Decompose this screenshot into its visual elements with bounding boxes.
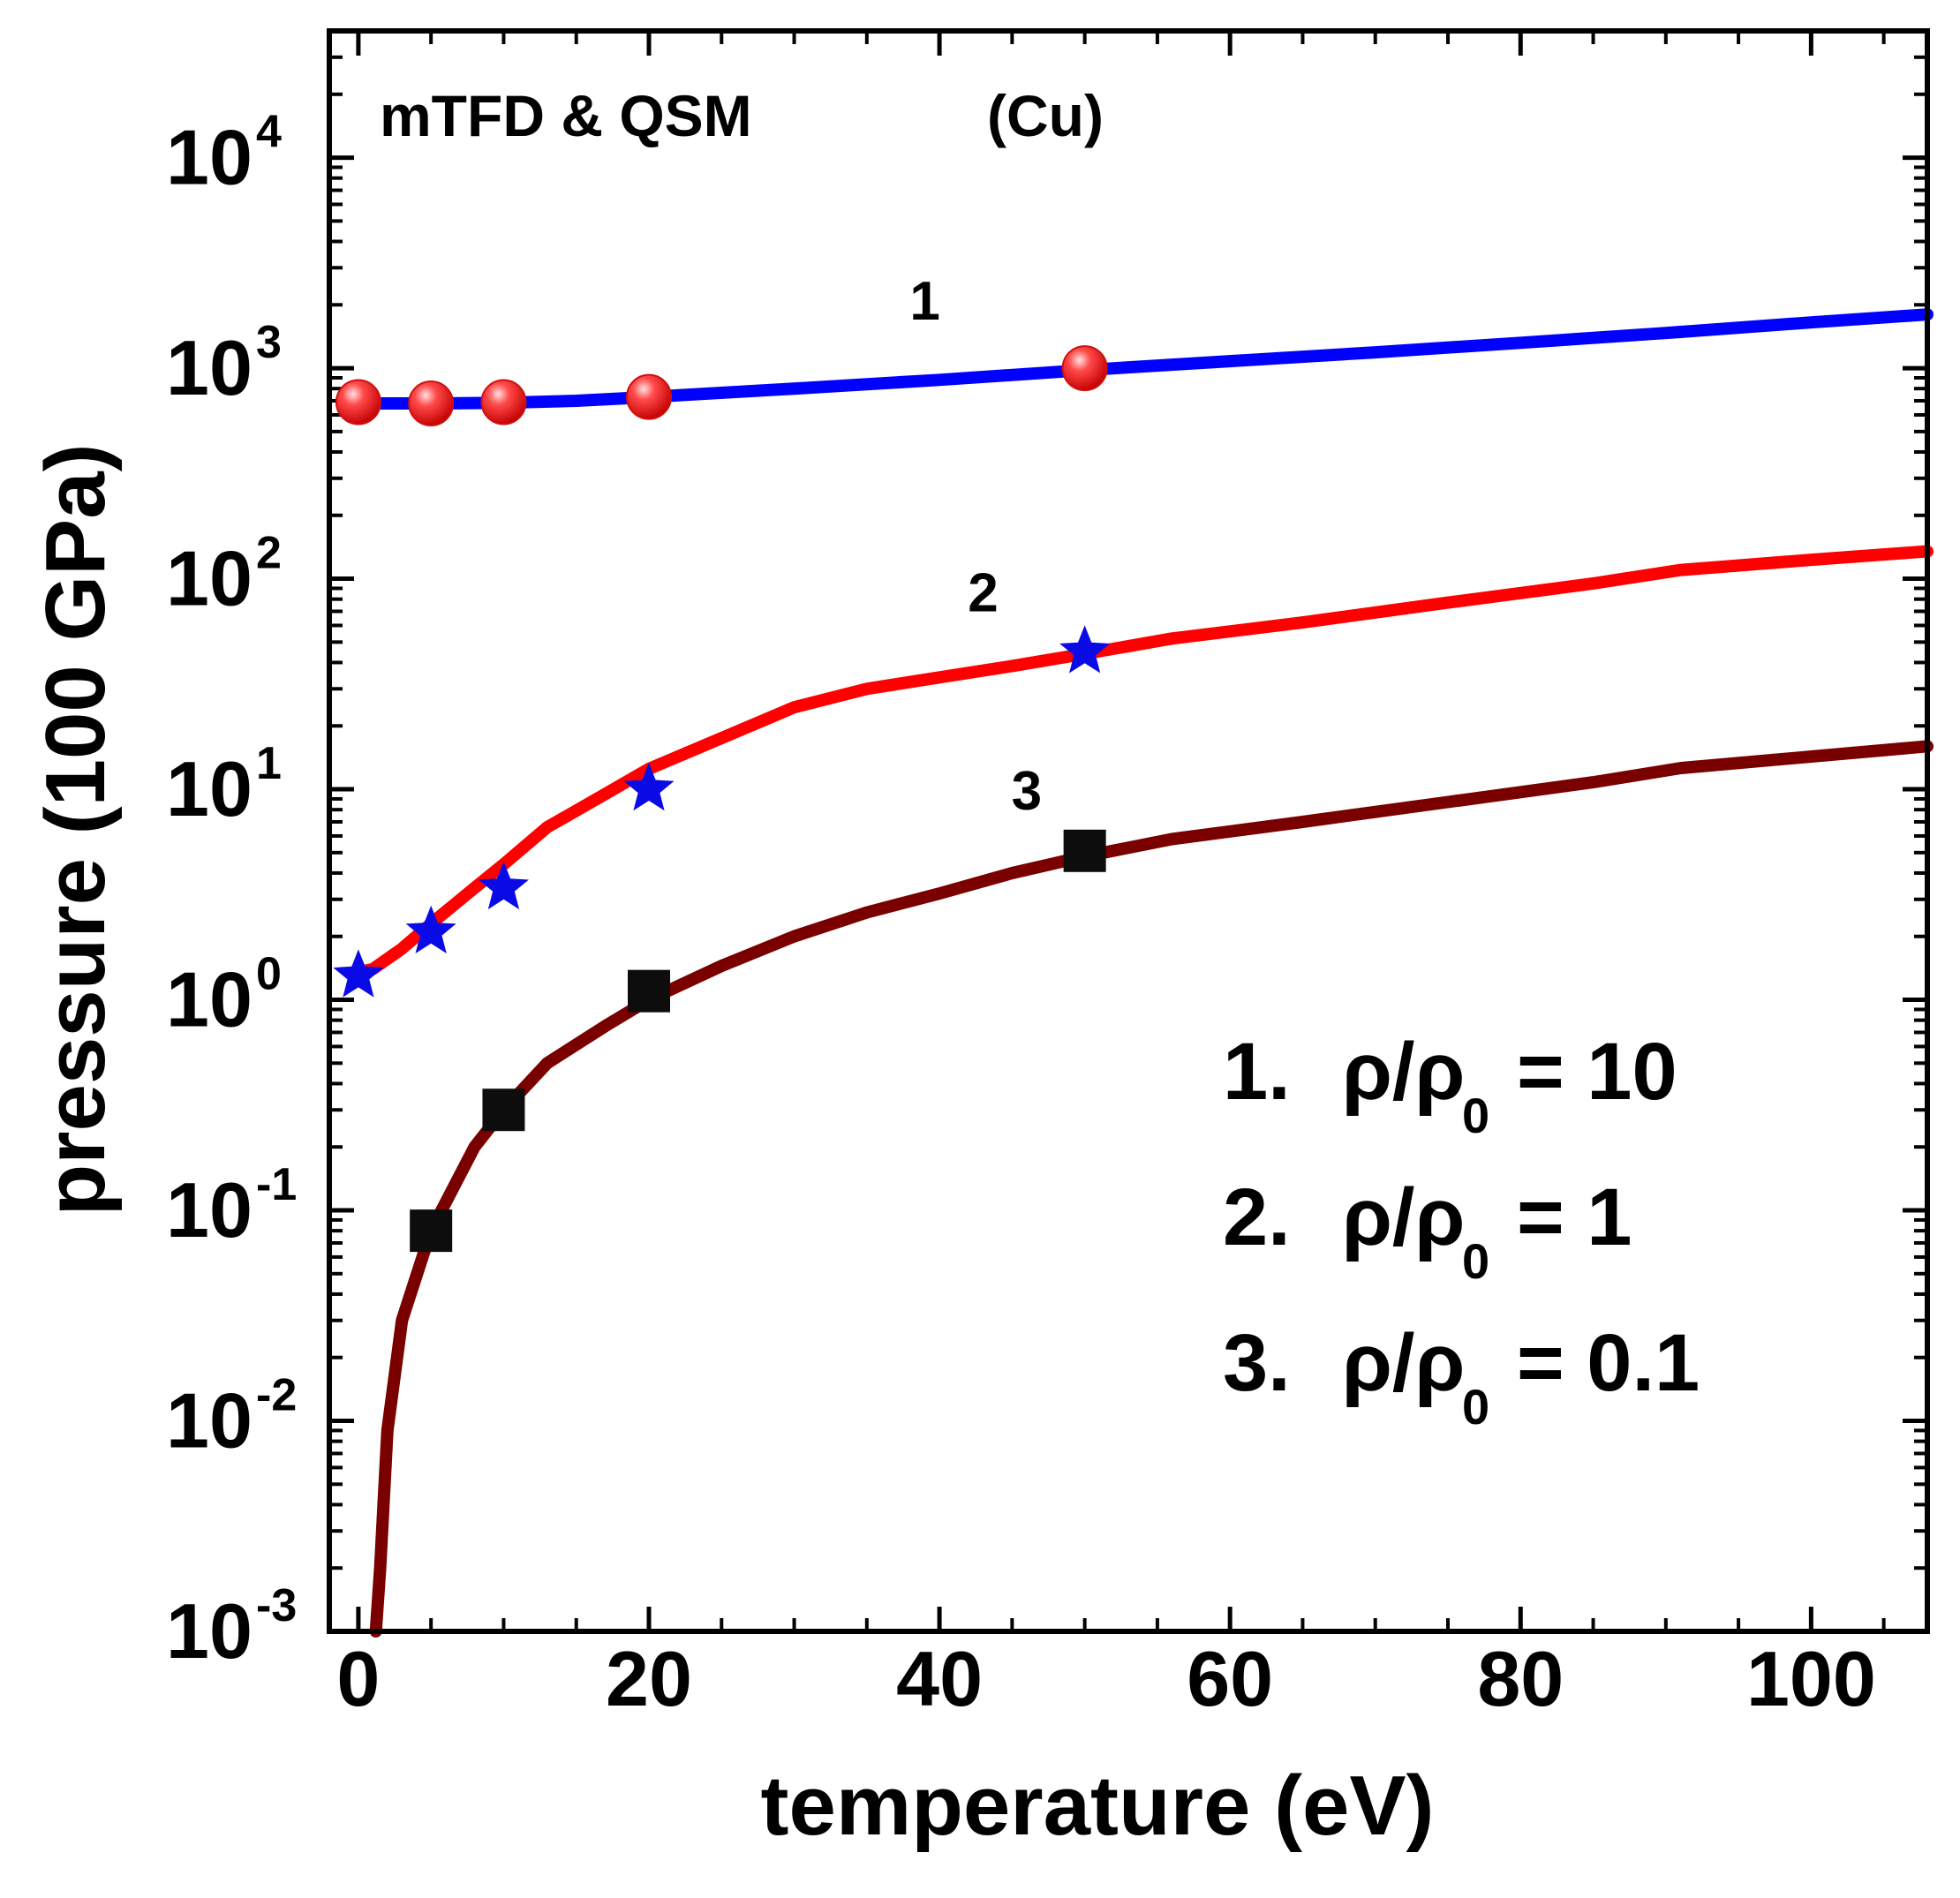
legend-subscript: 0 [1462,1233,1489,1289]
y-tick-label-exponent: -3 [256,1580,297,1631]
y-tick-label-exponent: 0 [256,949,282,1000]
star-marker [405,905,456,953]
y-tick-label-base: 10 [166,956,253,1043]
x-tick-label: 20 [606,1635,692,1722]
legend-value: = 0.1 [1517,1318,1700,1408]
circle-marker [335,379,381,426]
square-marker [628,969,670,1013]
x-tick-labels: 0 20 40 60 80 100 [336,1635,1875,1722]
circle-marker [408,380,455,427]
plot-frame [327,28,1930,1634]
legend-number: 2. [1223,1172,1291,1262]
series-line-2 [351,545,1934,979]
legend-subscript: 0 [1462,1379,1489,1435]
curve-label-1: 1 [909,271,939,332]
y-tick-label-base: 10 [166,535,253,622]
x-tick-label: 0 [336,1635,380,1722]
y-axis-title: pressure (100 GPa) [28,443,123,1216]
legend-ratio: ρ/ρ [1342,1318,1465,1408]
y-tick-label-base: 10 [166,1166,253,1254]
star-marker [623,763,675,811]
x-tick-label: 60 [1187,1635,1273,1722]
y-tick-label-exponent: 4 [256,107,282,158]
y-tick-label-base: 10 [166,745,253,832]
legend-ratio: ρ/ρ [1342,1027,1465,1117]
legend-number: 1. [1223,1027,1291,1117]
element-annotation: (Cu) [987,83,1104,148]
legend-value: = 1 [1517,1172,1632,1262]
y-tick-label-base: 10 [166,1377,253,1465]
y-tick-label-exponent: -2 [256,1370,297,1421]
circle-marker [1061,345,1108,392]
data-markers [333,345,1111,1253]
y-tick-label-base: 10 [166,114,253,201]
legend-subscript: 0 [1462,1088,1489,1143]
square-marker [482,1088,525,1132]
x-axis-title: temperature (eV) [761,1759,1435,1853]
curve-labels: 1 2 3 [909,271,1042,822]
legend-value: = 10 [1517,1027,1677,1117]
y-tick-label-base: 10 [166,324,253,411]
square-marker [1063,829,1106,872]
y-tick-label-exponent: 1 [256,738,282,789]
legend: 1. ρ/ρ0 = 102. ρ/ρ0 = 13. ρ/ρ0 = 0.1 [1223,1027,1700,1435]
star-marker [478,861,529,910]
series-line-3 [369,740,1934,1638]
x-tick-label: 80 [1477,1635,1564,1722]
legend-ratio: ρ/ρ [1342,1172,1465,1262]
y-tick-label-exponent: 3 [256,317,282,368]
star-marker [1059,625,1111,674]
circle-marker [480,379,527,426]
circle-marker [626,373,672,420]
x-tick-label: 100 [1746,1635,1876,1722]
star-marker [333,949,384,998]
square-marker [410,1209,453,1253]
y-tick-label-base: 10 [166,1587,253,1675]
y-tick-label-exponent: -1 [256,1159,297,1210]
curve-label-2: 2 [968,563,998,624]
y-tick-label-exponent: 2 [256,528,282,579]
curve-label-3: 3 [1012,761,1042,822]
method-annotation: mTFD & QSM [380,83,752,148]
x-tick-label: 40 [896,1635,983,1722]
legend-number: 3. [1223,1318,1291,1408]
